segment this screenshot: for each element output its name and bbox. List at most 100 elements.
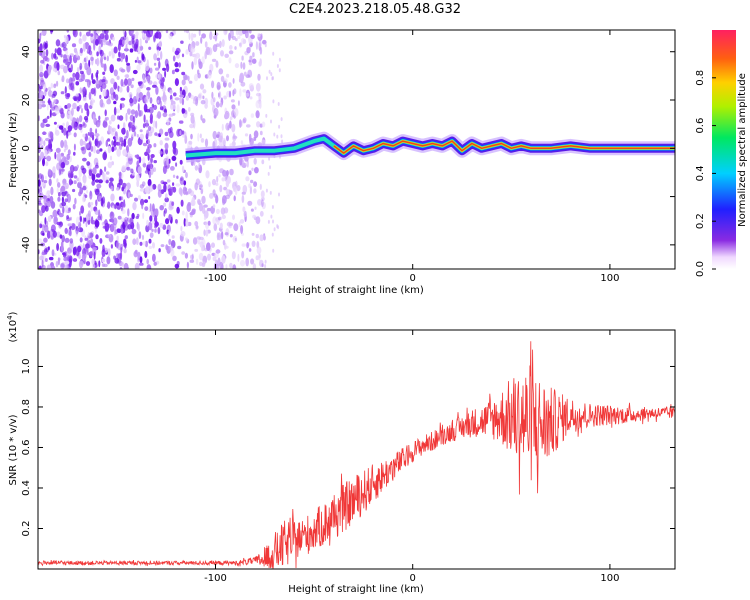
noise-speck <box>134 110 139 119</box>
noise-speck <box>82 43 86 52</box>
noise-speck <box>127 137 133 147</box>
noise-speck <box>213 223 218 232</box>
noise-speck <box>156 57 161 61</box>
noise-speck <box>121 209 126 215</box>
x-tick-label: 0 <box>410 273 416 284</box>
noise-speck <box>132 238 137 245</box>
noise-speck <box>268 156 271 161</box>
noise-speck <box>152 203 155 212</box>
noise-speck <box>174 78 179 87</box>
noise-speck <box>63 127 67 136</box>
noise-speck <box>105 116 109 121</box>
noise-speck <box>245 92 250 97</box>
y-tick-label: 20 <box>21 94 32 107</box>
noise-speck <box>79 237 83 243</box>
noise-speck <box>102 71 106 76</box>
spectrogram-y-label: Frequency (Hz) <box>8 112 19 188</box>
noise-speck <box>126 108 131 115</box>
noise-speck <box>91 258 95 265</box>
noise-speck <box>50 186 54 196</box>
noise-speck <box>191 209 196 215</box>
noise-speck <box>112 36 115 42</box>
noise-speck <box>229 143 234 148</box>
noise-speck <box>95 234 99 240</box>
y-tick-label: 0.8 <box>21 399 32 415</box>
noise-speck <box>141 202 144 210</box>
noise-speck <box>157 100 160 104</box>
colorbar-tick-label: 0.0 <box>695 261 706 277</box>
noise-speck <box>185 211 188 220</box>
noise-speck <box>276 64 279 68</box>
noise-speck <box>70 82 75 91</box>
noise-speck <box>162 67 167 71</box>
noise-speck <box>245 257 249 267</box>
noise-speck <box>183 74 189 81</box>
y-tick-label: -40 <box>21 237 32 253</box>
noise-speck <box>46 230 51 239</box>
noise-speck <box>60 244 64 252</box>
noise-speck <box>206 242 211 252</box>
noise-speck <box>153 143 157 148</box>
noise-speck <box>109 64 114 74</box>
noise-speck <box>197 93 202 101</box>
noise-speck <box>139 262 144 266</box>
noise-speck <box>96 149 100 154</box>
noise-speck <box>224 113 229 120</box>
noise-speck <box>176 261 180 266</box>
noise-speck <box>78 191 82 197</box>
noise-speck <box>248 83 254 90</box>
noise-speck <box>39 185 42 189</box>
noise-speck <box>39 72 44 78</box>
noise-speck <box>253 188 257 194</box>
y-tick-label: 0.6 <box>21 440 32 456</box>
noise-speck <box>62 59 67 63</box>
noise-speck <box>160 244 165 248</box>
noise-speck <box>176 206 180 214</box>
noise-speck <box>88 174 93 180</box>
noise-speck <box>154 228 157 233</box>
noise-speck <box>199 133 202 139</box>
noise-speck <box>184 252 188 259</box>
noise-speck <box>43 140 46 147</box>
noise-speck <box>126 62 131 66</box>
noise-speck <box>102 151 107 161</box>
noise-speck <box>185 49 189 55</box>
noise-speck <box>90 88 96 95</box>
noise-speck <box>94 188 97 193</box>
noise-speck <box>184 110 188 115</box>
noise-speck <box>135 216 139 219</box>
noise-speck <box>89 127 93 133</box>
noise-speck <box>82 196 86 203</box>
noise-speck <box>120 247 123 253</box>
noise-speck <box>139 129 143 133</box>
noise-speck <box>123 183 127 187</box>
noise-speck <box>247 200 253 206</box>
noise-speck <box>82 121 86 127</box>
noise-speck <box>64 86 67 94</box>
noise-speck <box>153 35 156 43</box>
noise-speck <box>66 193 71 203</box>
noise-speck <box>68 229 72 237</box>
noise-speck <box>125 112 128 122</box>
noise-speck <box>188 107 191 112</box>
noise-speck <box>79 70 84 75</box>
noise-speck <box>61 196 64 203</box>
noise-speck <box>152 167 157 173</box>
noise-speck <box>102 89 108 98</box>
noise-speck <box>244 133 249 137</box>
spectrogram-frame <box>37 29 676 270</box>
noise-speck <box>93 41 96 51</box>
noise-speck <box>162 181 168 185</box>
noise-speck <box>221 177 226 182</box>
noise-speck <box>245 176 250 182</box>
noise-speck <box>129 193 133 198</box>
noise-speck <box>201 195 206 204</box>
noise-speck <box>243 210 247 218</box>
noise-speck <box>79 211 81 216</box>
noise-speck <box>238 30 244 36</box>
noise-speck <box>39 255 44 261</box>
noise-speck <box>233 195 236 202</box>
noise-speck <box>139 45 144 51</box>
noise-speck <box>269 190 272 195</box>
noise-speck <box>49 195 54 204</box>
